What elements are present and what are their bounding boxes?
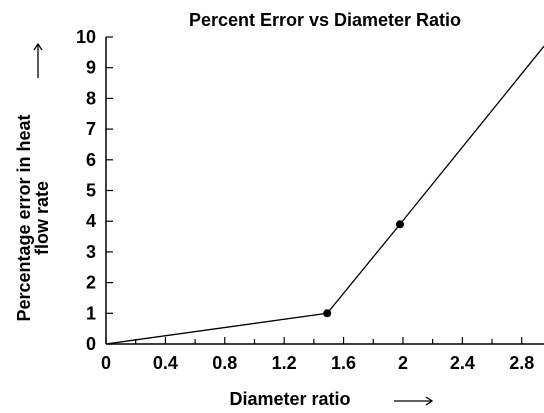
series-line (106, 46, 544, 344)
x-axis-label: Diameter ratio (229, 389, 350, 409)
y-tick-label: 3 (86, 242, 96, 262)
y-axis-label-arrow (34, 44, 42, 78)
y-axis-label-line-1: Percentage error in heat (14, 114, 34, 321)
y-tick-label: 4 (86, 211, 96, 231)
y-tick-label: 8 (86, 88, 96, 108)
series (106, 46, 544, 344)
x-axis-label-arrow (394, 397, 432, 405)
x-tick-label: 0 (101, 353, 111, 373)
axes (106, 37, 544, 344)
x-tick-label: 2.4 (450, 353, 475, 373)
data-point-marker (323, 309, 331, 317)
chart-title: Percent Error vs Diameter Ratio (189, 10, 461, 30)
x-tick-label: 1.6 (331, 353, 356, 373)
tick-labels: 0 0.4 0.8 1.2 1.6 2 2.4 2.8 0 1 2 3 4 5 6 7 8 9 10 (76, 27, 534, 373)
y-tick-label: 7 (86, 119, 96, 139)
y-tick-label: 2 (86, 273, 96, 293)
x-tick-label: 1.2 (272, 353, 297, 373)
x-tick-label: 2.8 (509, 353, 534, 373)
y-tick-label: 9 (86, 58, 96, 78)
ticks (106, 37, 522, 344)
y-tick-label: 1 (86, 303, 96, 323)
x-tick-label: 0.8 (212, 353, 237, 373)
y-tick-label: 0 (86, 334, 96, 354)
y-tick-label: 10 (76, 27, 96, 47)
x-tick-label: 0.4 (153, 353, 178, 373)
x-tick-label: 2 (398, 353, 408, 373)
y-axis-label: Percentage error in heat flow rate (14, 114, 52, 321)
y-axis-label-line-2: flow rate (32, 181, 52, 255)
y-tick-label: 6 (86, 150, 96, 170)
data-point-marker (396, 220, 404, 228)
y-tick-label: 5 (86, 181, 96, 201)
